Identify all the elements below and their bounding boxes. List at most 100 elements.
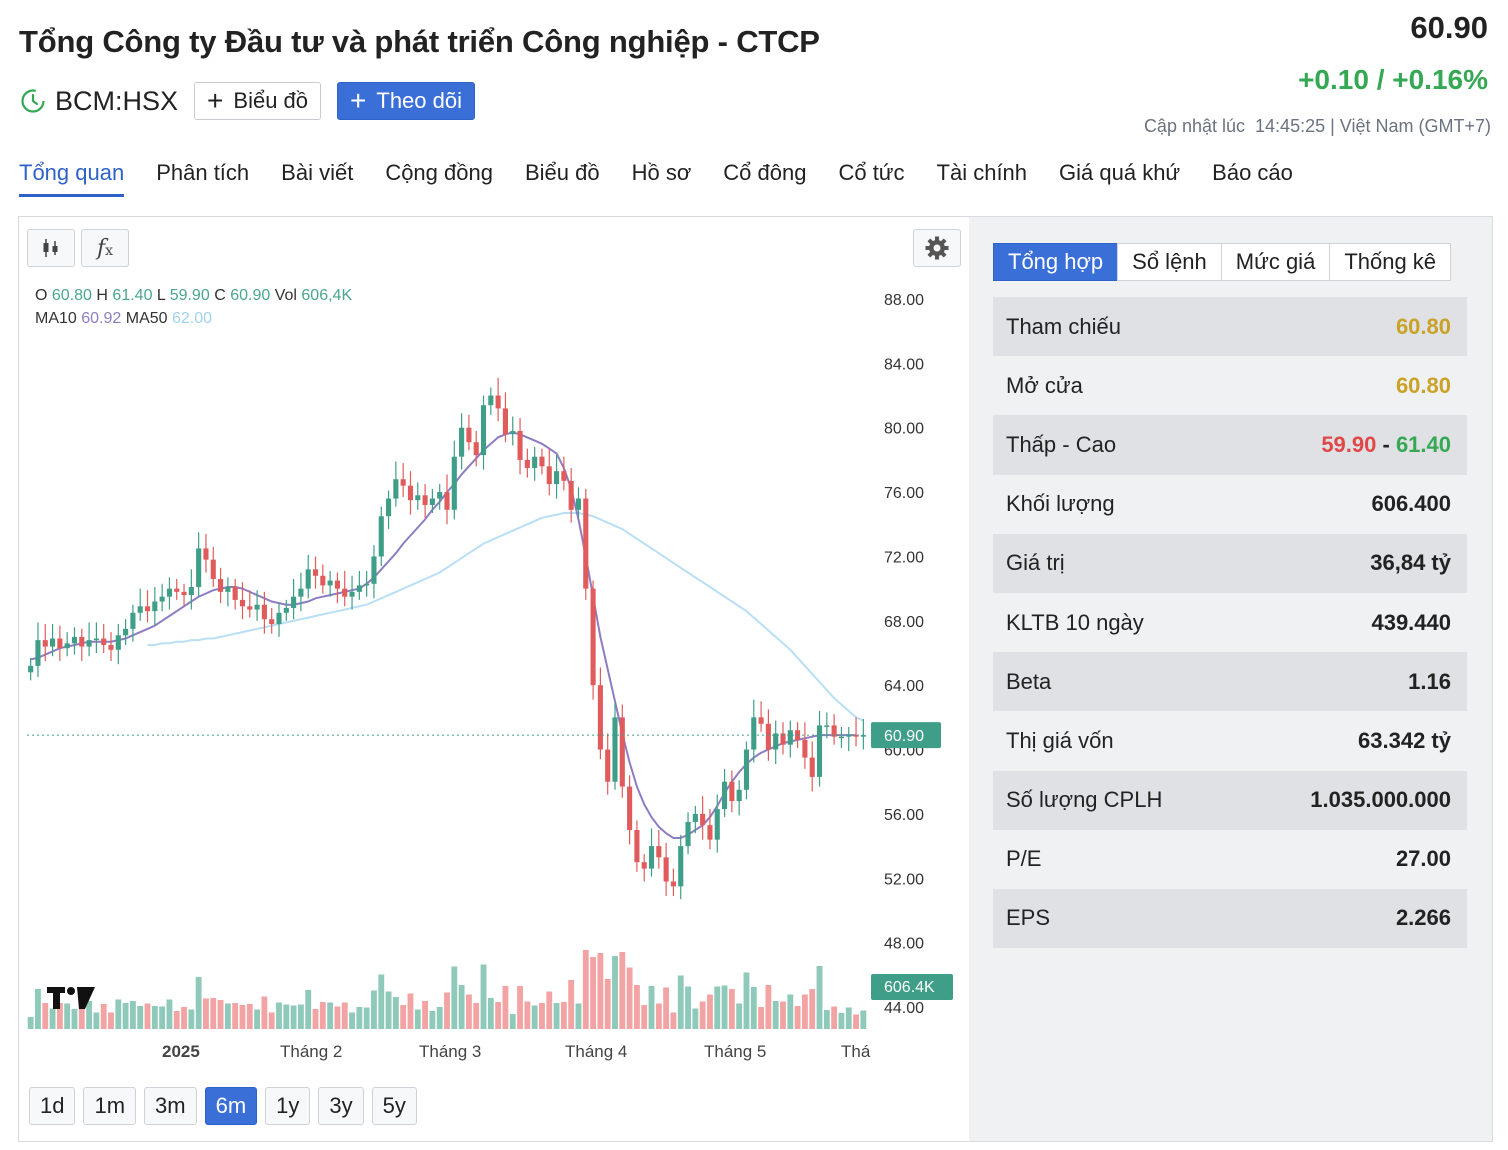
- follow-button[interactable]: + Theo dõi: [337, 82, 475, 120]
- range-button-5y[interactable]: 5y: [371, 1087, 417, 1125]
- volume-bar: [619, 952, 626, 1029]
- tab-9[interactable]: Giá quá khứ: [1059, 160, 1181, 185]
- stat-label: Giá trị: [1006, 550, 1065, 576]
- range-button-6m[interactable]: 6m: [204, 1087, 258, 1125]
- volume-bar: [780, 1001, 786, 1029]
- volume-bar: [626, 967, 633, 1029]
- candle-body: [210, 559, 216, 579]
- stat-value-text: 2.266: [1395, 905, 1451, 931]
- tab-4[interactable]: Biểu đồ: [524, 160, 600, 185]
- range-button-3m[interactable]: 3m: [144, 1087, 197, 1125]
- candle-body: [115, 635, 121, 650]
- candle-body: [809, 757, 815, 777]
- tab-8[interactable]: Tài chính: [936, 160, 1028, 185]
- stat-label: Beta: [1006, 668, 1052, 694]
- volume-bar: [122, 1003, 129, 1029]
- candle-body: [692, 813, 698, 822]
- volume-bar: [670, 1012, 677, 1029]
- chart-button[interactable]: + Biểu đồ: [194, 82, 322, 120]
- candle-body: [415, 495, 421, 501]
- volume-bar: [546, 991, 553, 1029]
- stat-separator: -: [1376, 431, 1396, 457]
- subtab-1[interactable]: Sổ lệnh: [1117, 243, 1222, 281]
- candle-body: [93, 638, 99, 641]
- candle-body: [276, 612, 282, 625]
- tab-7[interactable]: Cổ tức: [838, 160, 905, 185]
- volume-bar: [93, 1012, 100, 1029]
- volume-bar: [685, 986, 691, 1029]
- candle-body: [765, 723, 771, 750]
- candle-body: [714, 809, 720, 840]
- y-tick-label: 72.00: [884, 549, 924, 566]
- volume-bar: [663, 987, 670, 1029]
- volume-bar: [203, 998, 209, 1029]
- candle-body: [554, 471, 560, 485]
- range-button-1y[interactable]: 1y: [265, 1087, 311, 1125]
- volume-bar: [261, 996, 268, 1029]
- stat-label: P/E: [1006, 846, 1042, 872]
- ohlc-legend: O 60.80 H 61.40 L 59.90 C 60.90 Vol 606,…: [35, 287, 353, 304]
- tab-5[interactable]: Hồ sơ: [631, 160, 692, 185]
- stat-value: 1.035.000.000: [1310, 787, 1451, 813]
- y-tick-label: 84.00: [884, 356, 924, 373]
- tab-10[interactable]: Báo cáo: [1212, 160, 1293, 185]
- volume-bar: [49, 1008, 56, 1029]
- stat-low: 59.90: [1321, 431, 1377, 457]
- candle-body: [722, 781, 728, 810]
- settings-button[interactable]: [913, 229, 961, 267]
- volume-bar: [137, 1006, 144, 1029]
- volume-bar: [590, 957, 597, 1029]
- candle-body: [546, 466, 552, 485]
- range-button-3y[interactable]: 3y: [318, 1087, 364, 1125]
- stat-label: Tham chiếu: [1006, 313, 1121, 339]
- volume-bar: [758, 1007, 765, 1029]
- tab-6[interactable]: Cổ đông: [723, 160, 807, 185]
- subtab-2[interactable]: Mức giá: [1220, 243, 1331, 281]
- volume-bar: [181, 1007, 187, 1029]
- range-button-1m[interactable]: 1m: [83, 1087, 137, 1125]
- volume-bar: [648, 986, 655, 1029]
- candle-body: [298, 588, 304, 597]
- y-tick-label: 48.00: [884, 936, 924, 953]
- range-selector: 1d 1m 3m 6m 1y 3y 5y: [29, 1087, 417, 1125]
- candle-body: [736, 789, 742, 802]
- volume-bar: [414, 1009, 421, 1029]
- tab-2[interactable]: Bài viết: [281, 160, 354, 185]
- tab-1[interactable]: Phân tích: [156, 160, 250, 185]
- candle-body: [670, 881, 676, 887]
- ticker-symbol: BCM:HSX: [55, 85, 179, 116]
- volume-bar: [612, 956, 618, 1029]
- stat-value-text: 63.342 tỷ: [1358, 727, 1451, 753]
- volume-bar: [838, 1013, 845, 1029]
- tab-0[interactable]: Tổng quan: [19, 160, 125, 197]
- volume-bar: [677, 975, 684, 1029]
- subtab-3[interactable]: Thống kê: [1329, 243, 1452, 281]
- candle-body: [838, 736, 844, 739]
- candle-body: [203, 548, 209, 560]
- price-chart[interactable]: 88.0084.0080.0076.0072.0068.0064.0060.00…: [19, 217, 969, 1077]
- volume-bar: [845, 1007, 852, 1029]
- candle-body: [451, 456, 457, 510]
- volume-bar: [195, 977, 202, 1029]
- stat-row: Thấp - Cao 59.90 - 61.40: [993, 415, 1467, 475]
- summary-panel: Tổng hợp Sổ lệnh Mức giá Thống kê Tham chiế…: [969, 217, 1492, 1141]
- candle-style-button[interactable]: [27, 229, 75, 267]
- volume-bar: [458, 985, 465, 1029]
- volume-bar: [444, 992, 450, 1029]
- candle-body: [130, 612, 136, 629]
- volume-bar: [86, 1001, 93, 1029]
- volume-bar: [451, 966, 458, 1029]
- volume-bar: [349, 1012, 355, 1029]
- volume-bar: [341, 1002, 348, 1029]
- indicators-button[interactable]: fx: [81, 229, 129, 267]
- volume-bar: [560, 1002, 567, 1029]
- tab-3[interactable]: Cộng đồng: [385, 160, 493, 185]
- range-button-1d[interactable]: 1d: [29, 1087, 76, 1125]
- stat-value: 27.00: [1396, 846, 1451, 872]
- stat-value-text: 439.440: [1371, 609, 1451, 635]
- subtab-0[interactable]: Tổng hợp: [993, 243, 1119, 281]
- x-axis-mask: [871, 1039, 969, 1065]
- volume-bar: [283, 1004, 290, 1029]
- volume-bar: [71, 1009, 78, 1029]
- stat-row: Tham chiếu 60.80: [993, 297, 1467, 357]
